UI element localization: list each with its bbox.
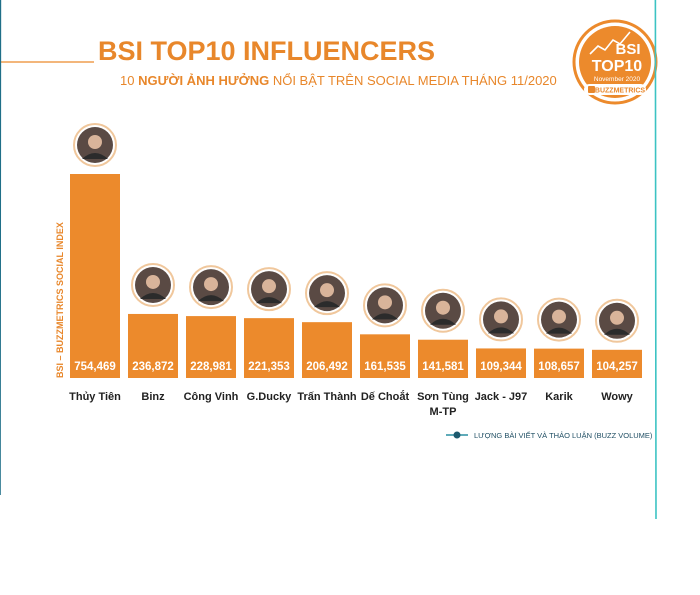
bar-value-label-3: 228,981 [190, 361, 232, 373]
avatar-4 [247, 267, 291, 312]
bar-value-label-8: 109,344 [480, 361, 522, 373]
bar-value-label-6: 161,535 [364, 361, 406, 373]
category-label-10: Wowy [601, 391, 633, 403]
bar-series [70, 174, 642, 378]
bar-5 [302, 322, 352, 378]
bar-9 [534, 348, 584, 378]
avatar-row [73, 123, 639, 343]
category-label-5: Trấn Thành [297, 391, 357, 403]
avatar-2 [131, 262, 175, 307]
chart-subtitle: 10 NGƯỜI ẢNH HƯỞNG NỔI BẬT TRÊN SOCIAL M… [120, 73, 557, 88]
badge-line2: TOP10 [592, 58, 643, 75]
category-label-8: Jack - J97 [475, 391, 528, 403]
category-label-2: Binz [141, 391, 165, 403]
bar-value-label-1: 754,469 [74, 361, 116, 373]
bar-value-label-10: 104,257 [596, 361, 638, 373]
line-legend: LƯỢNG BÀI VIẾT VÀ THẢO LUẬN (BUZZ VOLUME… [446, 430, 653, 440]
avatar-7 [421, 288, 465, 333]
bar-value-label-4: 221,353 [248, 361, 290, 373]
badge-line3: November 2020 [594, 76, 641, 83]
avatar-1 [73, 123, 117, 167]
avatar-3 [189, 265, 233, 310]
avatar-5 [305, 271, 349, 316]
avatar-9 [537, 297, 581, 342]
avatar-10 [595, 298, 639, 343]
badge-line1: BSI [615, 41, 640, 58]
buzzmetrics-logo-icon [588, 86, 595, 93]
bar-1 [70, 174, 120, 378]
y-axis-label: BSI – BUZZMETRICS SOCIAL INDEX [55, 222, 65, 378]
category-label-9: Karik [545, 391, 573, 403]
bar-value-label-9: 108,657 [538, 361, 580, 373]
category-labels: Thủy Tiên Binz Công Vinh G.Ducky Trấn Thành D… [69, 390, 634, 418]
avatar-8 [479, 297, 523, 342]
bar-10 [592, 349, 642, 378]
category-label-3: Công Vinh [184, 391, 239, 403]
bar-value-label-5: 206,492 [306, 361, 348, 373]
badge-brand: BUZZMETRICS [595, 88, 645, 95]
chart-title: BSI TOP10 INFLUENCERS [98, 36, 435, 66]
bar-value-labels: 754,469 236,872 228,981 221,353 206,492 161,5… [74, 361, 638, 373]
category-label-6: Dế Choắt [361, 390, 410, 403]
trend-icon [589, 31, 631, 55]
category-label-7-1: Sơn Tùng [417, 391, 469, 403]
bar-value-label-7: 141,581 [422, 361, 464, 373]
avatar-6 [363, 283, 407, 328]
bar-8 [476, 348, 526, 378]
category-label-4: G.Ducky [247, 391, 293, 403]
bar-4 [244, 318, 294, 378]
bsi-top10-badge: BSI TOP10 November 2020 BUZZMETRICS [572, 19, 658, 105]
bar-2 [128, 313, 178, 378]
legend-label: LƯỢNG BÀI VIẾT VÀ THẢO LUẬN (BUZZ VOLUME… [474, 430, 653, 440]
category-label-1: Thủy Tiên [69, 391, 121, 403]
category-label-7-2: M-TP [430, 406, 457, 418]
bar-7 [418, 339, 468, 378]
bar-3 [186, 316, 236, 378]
bar-value-label-2: 236,872 [132, 361, 174, 373]
bar-6 [360, 334, 410, 378]
